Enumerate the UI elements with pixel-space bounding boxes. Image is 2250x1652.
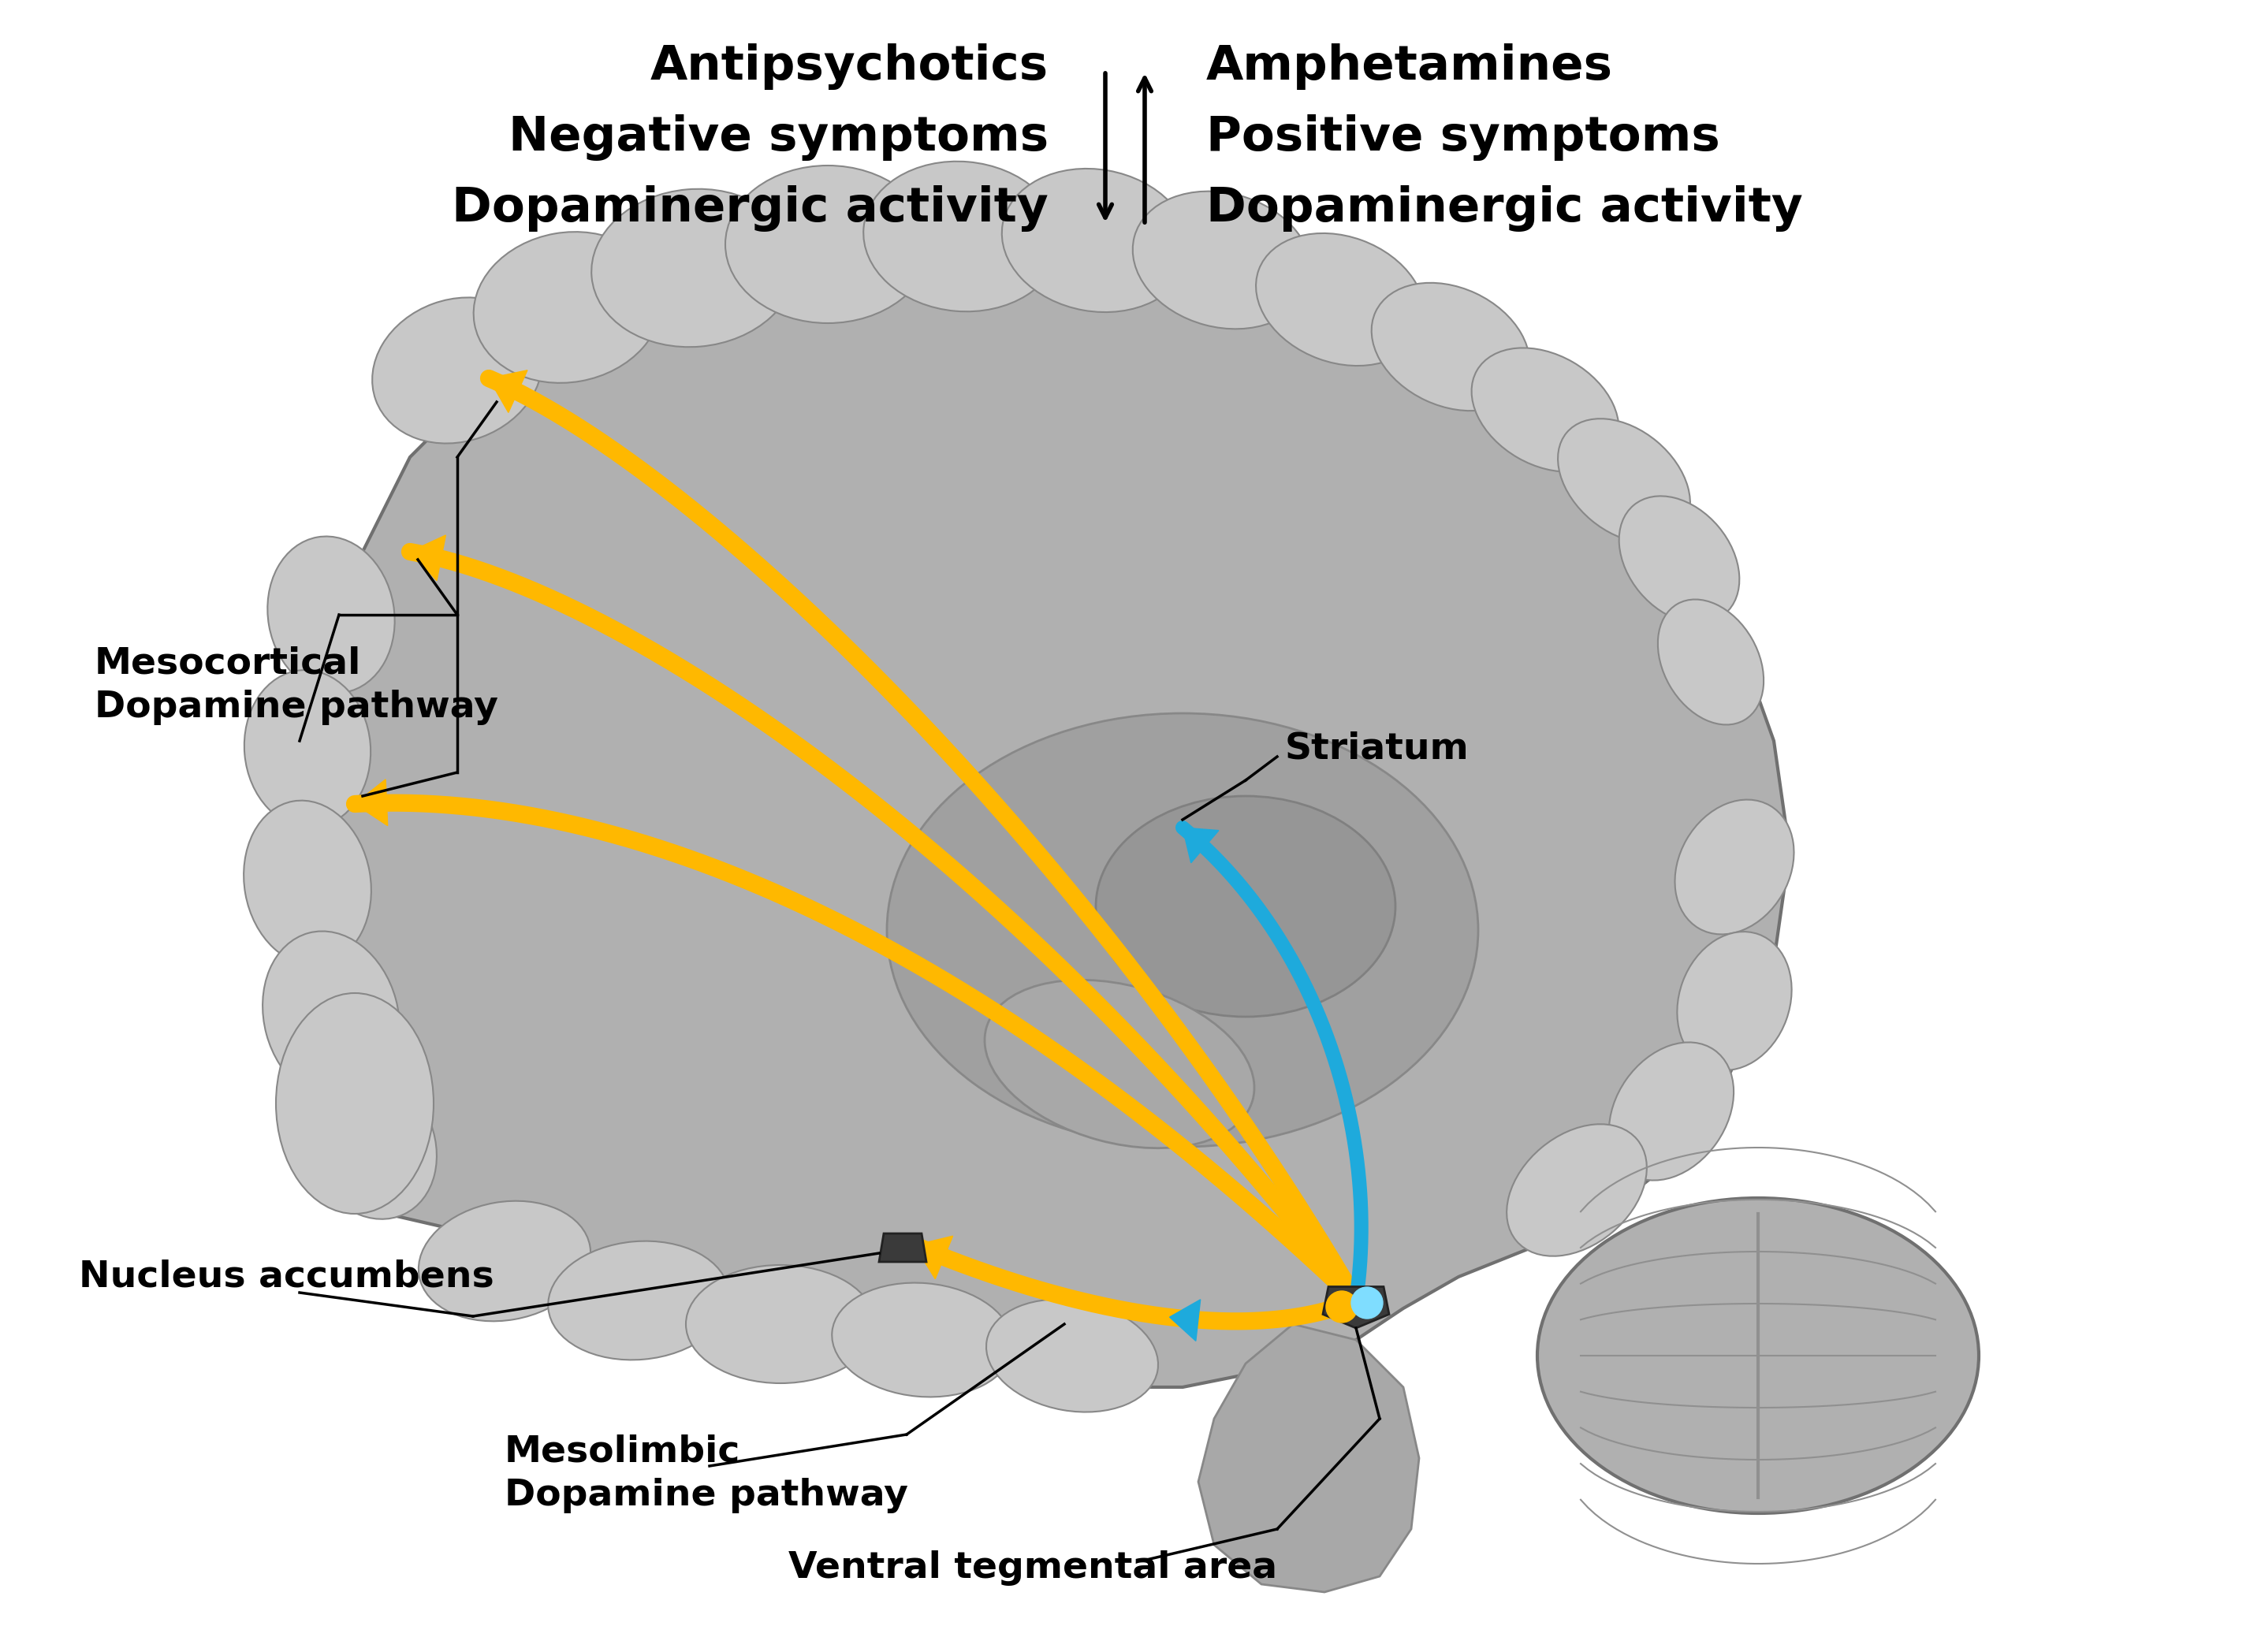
Text: Mesolimbic
Dopamine pathway: Mesolimbic Dopamine pathway	[504, 1434, 909, 1513]
Circle shape	[1352, 1287, 1384, 1318]
Ellipse shape	[1557, 418, 1690, 544]
Text: Ventral tegmental area: Ventral tegmental area	[787, 1551, 1278, 1586]
Ellipse shape	[592, 188, 796, 347]
Ellipse shape	[268, 537, 394, 694]
Ellipse shape	[1537, 1198, 1978, 1513]
Text: Dopaminergic activity: Dopaminergic activity	[452, 185, 1048, 231]
Ellipse shape	[277, 993, 434, 1214]
Ellipse shape	[472, 231, 662, 383]
Ellipse shape	[1508, 1123, 1647, 1256]
Polygon shape	[914, 1236, 952, 1279]
Ellipse shape	[371, 297, 542, 443]
Ellipse shape	[985, 1298, 1159, 1412]
Ellipse shape	[263, 932, 400, 1102]
Ellipse shape	[724, 165, 929, 324]
Ellipse shape	[686, 1265, 875, 1383]
Ellipse shape	[1096, 796, 1395, 1016]
Ellipse shape	[1609, 1042, 1735, 1180]
Polygon shape	[283, 228, 1789, 1388]
Polygon shape	[1199, 1325, 1420, 1593]
Ellipse shape	[549, 1241, 729, 1360]
Ellipse shape	[832, 1284, 1013, 1398]
Ellipse shape	[304, 1067, 436, 1219]
Ellipse shape	[1256, 233, 1424, 365]
Text: Nucleus accumbens: Nucleus accumbens	[79, 1259, 495, 1295]
Ellipse shape	[1001, 169, 1190, 312]
Ellipse shape	[886, 714, 1478, 1146]
Text: Amphetamines: Amphetamines	[1206, 43, 1613, 89]
Ellipse shape	[1472, 349, 1618, 472]
Text: Positive symptoms: Positive symptoms	[1206, 114, 1719, 160]
Text: Mesocortical
Dopamine pathway: Mesocortical Dopamine pathway	[94, 646, 497, 725]
Ellipse shape	[1620, 496, 1739, 623]
Ellipse shape	[245, 671, 371, 828]
Polygon shape	[880, 1234, 927, 1262]
Polygon shape	[1323, 1287, 1388, 1328]
Polygon shape	[1184, 828, 1220, 862]
Polygon shape	[409, 535, 446, 580]
Ellipse shape	[1132, 192, 1312, 329]
Polygon shape	[488, 370, 526, 413]
Ellipse shape	[1658, 600, 1764, 725]
Ellipse shape	[1372, 282, 1530, 411]
Text: Dopaminergic activity: Dopaminergic activity	[1206, 185, 1802, 231]
Ellipse shape	[864, 162, 1060, 312]
Ellipse shape	[985, 980, 1253, 1148]
Text: Striatum: Striatum	[1285, 732, 1469, 767]
Ellipse shape	[243, 801, 371, 965]
Circle shape	[1325, 1290, 1357, 1323]
Text: Antipsychotics: Antipsychotics	[650, 43, 1048, 89]
Polygon shape	[356, 780, 387, 826]
Ellipse shape	[1676, 932, 1791, 1070]
Text: Negative symptoms: Negative symptoms	[508, 114, 1048, 160]
Ellipse shape	[1674, 800, 1793, 935]
Polygon shape	[1170, 1300, 1202, 1341]
Ellipse shape	[418, 1201, 590, 1322]
